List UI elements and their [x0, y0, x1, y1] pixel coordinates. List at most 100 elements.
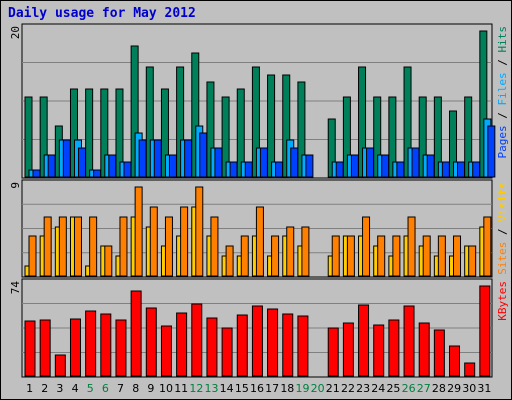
- bar-kbytes-day-30: [464, 362, 476, 377]
- bar-pages-day-14: [229, 161, 238, 178]
- bar-kbytes-day-5: [85, 310, 97, 377]
- bar-pages-day-3: [62, 139, 71, 178]
- bar-kbytes-day-12: [191, 303, 203, 377]
- x-tick-label-day-7: 7: [117, 382, 124, 395]
- bar-pages-day-4: [77, 147, 86, 178]
- bar-kbytes-day-3: [54, 354, 66, 377]
- bar-sites-day-9: [149, 206, 158, 277]
- bar-sites-day-29: [453, 235, 462, 277]
- bar-pages-day-10: [168, 154, 177, 178]
- bar-pages-day-22: [350, 154, 359, 178]
- bar-hits-day-5: [85, 88, 94, 178]
- bar-kbytes-day-9: [145, 307, 157, 377]
- x-tick-label-day-10: 10: [159, 382, 173, 395]
- bar-sites-day-24: [377, 235, 386, 277]
- bar-pages-day-26: [411, 147, 420, 178]
- bar-kbytes-day-22: [342, 322, 354, 377]
- bar-kbytes-day-4: [69, 318, 81, 377]
- bar-pages-day-5: [93, 169, 102, 178]
- bar-kbytes-day-27: [418, 322, 430, 377]
- bar-sites-day-19: [301, 226, 310, 277]
- x-tick-label-day-13: 13: [205, 382, 219, 395]
- series-label-part: Files: [496, 72, 509, 105]
- bar-kbytes-day-11: [176, 312, 188, 377]
- bar-pages-day-25: [396, 161, 405, 178]
- panel-kbytes-ymax-label: 74: [9, 281, 22, 295]
- bar-pages-day-16: [259, 147, 268, 178]
- x-tick-label-day-30: 30: [462, 382, 476, 395]
- x-tick-label-day-19: 19: [295, 382, 309, 395]
- bar-pages-day-17: [275, 161, 284, 178]
- x-tick-label-day-31: 31: [477, 382, 491, 395]
- x-tick-label-day-6: 6: [102, 382, 109, 395]
- panel-visits-series-label: Sites / Visits: [496, 182, 509, 275]
- bar-kbytes-day-10: [160, 325, 172, 377]
- series-label-part: Visits: [496, 182, 509, 222]
- bar-pages-day-24: [381, 154, 390, 178]
- bar-pages-day-28: [441, 161, 450, 178]
- bar-pages-day-11: [184, 139, 193, 178]
- bar-pages-day-9: [153, 139, 162, 178]
- bar-kbytes-day-18: [282, 313, 294, 377]
- panel-hits-ymax-label: 20: [9, 26, 22, 39]
- x-tick-label-day-4: 4: [72, 382, 79, 395]
- bar-kbytes-day-31: [479, 285, 491, 377]
- panel-visits: 9 Sites / Visits: [9, 179, 509, 278]
- bar-sites-day-26: [407, 216, 416, 277]
- x-tick-label-day-2: 2: [41, 382, 48, 395]
- bar-pages-day-13: [214, 147, 223, 178]
- x-tick-label-day-29: 29: [447, 382, 461, 395]
- x-tick-label-day-8: 8: [132, 382, 139, 395]
- bar-sites-day-8: [134, 186, 143, 277]
- bar-kbytes-day-13: [206, 317, 218, 377]
- bar-sites-day-2: [43, 216, 52, 277]
- x-tick-label-day-3: 3: [56, 382, 63, 395]
- bar-kbytes-day-15: [236, 314, 248, 377]
- bar-sites-day-23: [362, 216, 371, 277]
- bar-sites-day-6: [104, 245, 113, 277]
- panel-kbytes: 74 KBytes: [9, 278, 509, 378]
- bar-kbytes-day-2: [39, 319, 51, 377]
- bar-sites-day-7: [119, 216, 128, 277]
- bar-sites-day-12: [195, 186, 204, 277]
- bar-pages-day-19: [305, 154, 314, 178]
- bar-sites-day-22: [346, 235, 355, 277]
- x-tick-label-day-23: 23: [356, 382, 370, 395]
- bar-sites-day-21: [331, 235, 340, 277]
- bar-sites-day-1: [28, 235, 37, 277]
- bar-sites-day-5: [89, 216, 98, 277]
- x-tick-label-day-9: 9: [147, 382, 154, 395]
- bar-pages-day-29: [457, 161, 466, 178]
- bar-sites-day-25: [392, 235, 401, 277]
- bar-sites-day-31: [483, 216, 492, 277]
- series-label-part: /: [496, 222, 509, 242]
- x-tick-label-day-25: 25: [386, 382, 400, 395]
- bar-sites-day-3: [58, 216, 67, 277]
- panel-hits-series-label: Pages / Files / Hits: [496, 26, 509, 159]
- x-tick-label-day-21: 21: [326, 382, 340, 395]
- bar-kbytes-day-14: [221, 327, 233, 377]
- series-label-part: KBytes: [496, 281, 509, 321]
- chart-title: Daily usage for May 2012: [8, 6, 196, 21]
- bar-kbytes-day-8: [130, 290, 142, 377]
- bar-pages-day-12: [199, 132, 208, 178]
- bar-sites-day-13: [210, 216, 219, 277]
- x-tick-label-day-16: 16: [250, 382, 264, 395]
- bar-kbytes-day-28: [433, 329, 445, 377]
- bar-sites-day-28: [437, 235, 446, 277]
- x-tick-label-day-20: 20: [311, 382, 325, 395]
- panel-kbytes-series-label: KBytes: [496, 281, 509, 321]
- x-tick-label-day-14: 14: [220, 382, 234, 395]
- bar-pages-day-8: [138, 139, 147, 178]
- x-tick-label-day-15: 15: [235, 382, 249, 395]
- bar-pages-day-15: [244, 161, 253, 178]
- bar-pages-day-18: [290, 147, 299, 178]
- bar-pages-day-21: [335, 161, 344, 178]
- bar-sites-day-16: [255, 206, 264, 277]
- bar-sites-day-15: [240, 235, 249, 277]
- x-tick-label-day-22: 22: [341, 382, 355, 395]
- bar-sites-day-11: [180, 206, 189, 277]
- bar-kbytes-day-23: [358, 304, 370, 377]
- bar-kbytes-day-16: [251, 305, 263, 377]
- bar-sites-day-17: [271, 235, 280, 277]
